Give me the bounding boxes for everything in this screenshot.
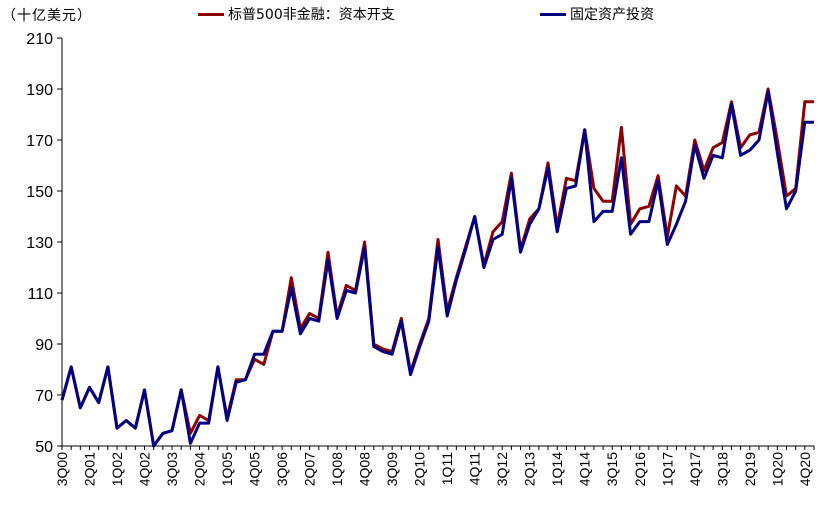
x-tick-label: 2Q04 [192,452,208,486]
legend-item-capex: 标普500非金融：资本开支 [198,4,395,24]
y-tick-label: 130 [26,235,53,252]
x-tick-label: 3Q06 [274,452,290,486]
x-tick-label: 1Q11 [439,452,455,485]
x-tick-label: 1Q02 [109,452,125,486]
x-tick-label: 3Q18 [714,452,730,486]
x-tick-label: 3Q15 [604,452,620,486]
x-tick-label: 1Q17 [659,452,675,486]
legend-label-fixed-investment: 固定资产投资 [570,7,654,23]
x-tick-label: 4Q05 [247,452,263,486]
y-tick-label: 110 [27,286,53,303]
x-tick-label: 2Q07 [302,452,318,486]
x-tick-label: 2Q13 [522,452,538,486]
y-tick-label: 210 [26,31,53,48]
x-tick-label: 2Q01 [82,452,98,486]
x-tick-label: 4Q14 [577,452,593,486]
x-tick-label: 4Q17 [687,452,703,486]
series-line-capex [60,87,814,448]
x-tick-label: 4Q20 [797,452,813,486]
y-tick-label: 50 [35,439,53,456]
x-tick-label: 2Q19 [742,452,758,486]
y-axis-unit-label: （十亿美元） [2,8,92,24]
x-tick-label: 1Q05 [219,452,235,486]
legend-swatch-fixed-investment [540,12,566,16]
y-tick-label: 90 [35,337,53,354]
x-tick-label: 4Q08 [357,452,373,486]
x-tick-label: 1Q20 [769,452,785,486]
legend-label-capex: 标普500非金融：资本开支 [228,7,395,23]
x-tick-label: 1Q08 [329,452,345,486]
y-tick-label: 170 [26,133,53,150]
legend-swatch-capex [198,12,224,16]
y-tick-label: 190 [26,82,53,99]
series-line-fixed-investment [60,90,814,448]
x-tick-label: 2Q16 [632,452,648,486]
y-tick-label: 70 [35,388,53,405]
x-tick-label: 3Q03 [164,452,180,486]
x-tick-label: 4Q02 [137,452,153,486]
y-tick-label: 150 [26,184,53,201]
x-tick-label: 3Q12 [494,452,510,486]
x-tick-label: 1Q14 [549,452,565,486]
x-tick-label: 3Q09 [384,452,400,486]
legend-item-fixed-investment: 固定资产投资 [540,4,654,24]
x-tick-label: 4Q11 [467,452,483,485]
x-tick-label: 3Q00 [54,452,70,486]
x-tick-label: 2Q10 [412,452,428,486]
